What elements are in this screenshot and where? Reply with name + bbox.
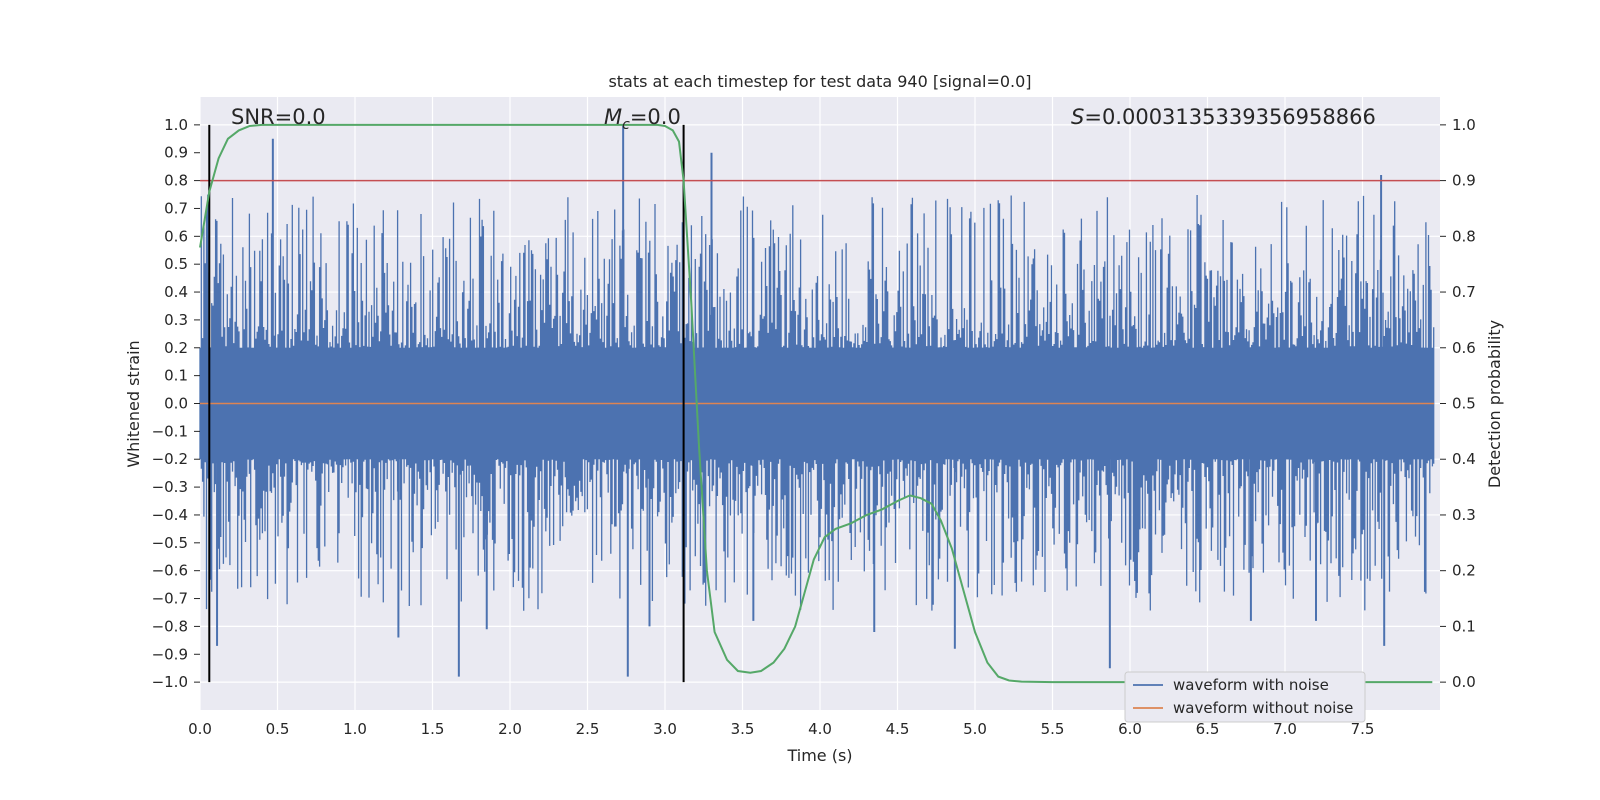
legend: waveform with noise waveform without noi… — [1124, 671, 1366, 723]
y-left-tick-label: −0.9 — [152, 645, 188, 663]
s-value: =0.0003135339356958866 — [1084, 105, 1376, 129]
y-left-tick-label: −0.4 — [152, 506, 188, 524]
y-left-tick-label: 0.2 — [164, 339, 188, 357]
y-right-tick-label: 0.9 — [1452, 172, 1476, 190]
x-tick-label: 1.5 — [421, 720, 445, 738]
y-axis-label-left: Whitened strain — [124, 340, 143, 467]
y-right-tick-label: 0.0 — [1452, 673, 1476, 691]
x-tick-label: 2.0 — [498, 720, 522, 738]
y-left-tick-label: −0.2 — [152, 450, 188, 468]
chirp-mass-annotation: Mc=0.0 — [604, 105, 681, 133]
y-left-tick-label: −0.5 — [152, 534, 188, 552]
y-right-tick-label: 0.7 — [1452, 283, 1476, 301]
y-left-tick-label: 0.4 — [164, 283, 188, 301]
y-left-tick-label: 0.5 — [164, 255, 188, 273]
mc-value: =0.0 — [630, 105, 681, 129]
y-right-tick-label: 0.5 — [1452, 395, 1476, 413]
legend-label-without-noise: waveform without noise — [1173, 699, 1353, 717]
s-annotation: S=0.0003135339356958866 — [1071, 105, 1376, 129]
y-right-tick-label: 0.2 — [1452, 562, 1476, 580]
y-axis-label-right: Detection probability — [1485, 320, 1504, 488]
y-left-tick-label: −0.3 — [152, 478, 188, 496]
y-right-tick-label: 0.3 — [1452, 506, 1476, 524]
y-left-tick-label: −0.1 — [152, 422, 188, 440]
x-tick-label: 4.0 — [808, 720, 832, 738]
x-tick-label: 1.0 — [343, 720, 367, 738]
y-left-tick-label: 0.0 — [164, 395, 188, 413]
y-left-tick-label: 0.6 — [164, 227, 188, 245]
y-left-tick-label: −0.8 — [152, 617, 188, 635]
x-tick-label: 5.5 — [1041, 720, 1065, 738]
snr-annotation: SNR=0.0 — [231, 105, 326, 129]
x-tick-label: 7.5 — [1351, 720, 1375, 738]
y-right-tick-label: 0.4 — [1452, 450, 1476, 468]
x-tick-label: 5.0 — [963, 720, 987, 738]
legend-label-with-noise: waveform with noise — [1173, 676, 1329, 694]
s-symbol: S — [1071, 105, 1084, 129]
chart-title: stats at each timestep for test data 940… — [608, 72, 1031, 91]
x-tick-label: 6.0 — [1118, 720, 1142, 738]
x-tick-label: 6.5 — [1196, 720, 1220, 738]
mc-symbol: M — [604, 105, 622, 129]
y-left-tick-label: −1.0 — [152, 673, 188, 691]
y-left-tick-label: 0.1 — [164, 367, 188, 385]
x-tick-label: 2.5 — [576, 720, 600, 738]
x-tick-label: 4.5 — [886, 720, 910, 738]
y-left-tick-label: −0.7 — [152, 590, 188, 608]
y-right-tick-label: 0.6 — [1452, 339, 1476, 357]
y-left-tick-label: 0.8 — [164, 172, 188, 190]
x-tick-label: 3.5 — [731, 720, 755, 738]
axes: 0.0 0.5 1.0 1.5 2.0 2.5 3.0 3.5 4.0 4.5 5.0 5.5 6.0 6… — [152, 116, 1476, 738]
legend-box — [1124, 671, 1366, 723]
x-tick-label: 0.0 — [188, 720, 212, 738]
x-tick-label: 3.0 — [653, 720, 677, 738]
y-left-tick-label: 1.0 — [164, 116, 188, 134]
detection-probability-line — [199, 123, 1433, 684]
y-left-tick-label: 0.9 — [164, 144, 188, 162]
y-right-tick-label: 0.8 — [1452, 227, 1476, 245]
y-left-tick-label: 0.7 — [164, 199, 188, 217]
x-tick-label: 0.5 — [266, 720, 290, 738]
mc-subscript: c — [622, 117, 630, 133]
overlay — [199, 123, 1440, 684]
y-left-tick-label: −0.6 — [152, 562, 188, 580]
x-axis-label: Time (s) — [786, 746, 852, 765]
x-tick-label: 7.0 — [1273, 720, 1297, 738]
y-right-tick-label: 0.1 — [1452, 617, 1476, 635]
y-left-tick-label: 0.3 — [164, 311, 188, 329]
y-right-tick-label: 1.0 — [1452, 116, 1476, 134]
